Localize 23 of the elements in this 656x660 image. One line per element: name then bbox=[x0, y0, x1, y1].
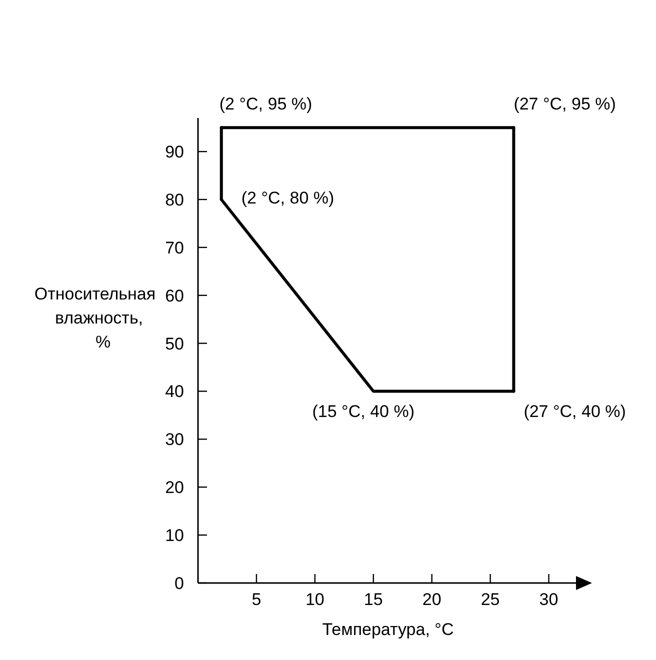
annotation: (2 °C, 95 %) bbox=[219, 94, 312, 114]
y-tick-label: 30 bbox=[165, 430, 184, 450]
x-tick-label: 30 bbox=[539, 590, 558, 609]
annotation: (27 °C, 40 %) bbox=[524, 402, 626, 422]
annotation: (2 °C, 80 %) bbox=[241, 188, 334, 208]
x-tick-label: 25 bbox=[480, 590, 500, 609]
y-tick-label: 70 bbox=[165, 238, 184, 258]
x-tick-label: 10 bbox=[305, 590, 324, 609]
y-tick-label: 20 bbox=[165, 478, 184, 498]
x-tick-label: 15 bbox=[364, 590, 383, 609]
y-tick-label: 80 bbox=[165, 190, 184, 210]
annotation: (27 °C, 95 %) bbox=[514, 94, 616, 114]
x-tick-label: 20 bbox=[422, 590, 442, 609]
y-tick-label: 50 bbox=[165, 334, 184, 354]
y-tick-label: 40 bbox=[165, 382, 184, 402]
y-tick-label: 60 bbox=[165, 286, 184, 306]
annotation: (15 °C, 40 %) bbox=[312, 402, 414, 422]
y-tick-label: 0 bbox=[174, 574, 184, 593]
y-axis-title: Относительная влажность, % bbox=[34, 284, 156, 352]
x-axis-title: Температура, °C bbox=[322, 620, 454, 639]
x-tick-label: 5 bbox=[252, 590, 262, 609]
y-tick-label: 10 bbox=[165, 526, 184, 546]
y-tick-label: 90 bbox=[165, 142, 184, 162]
